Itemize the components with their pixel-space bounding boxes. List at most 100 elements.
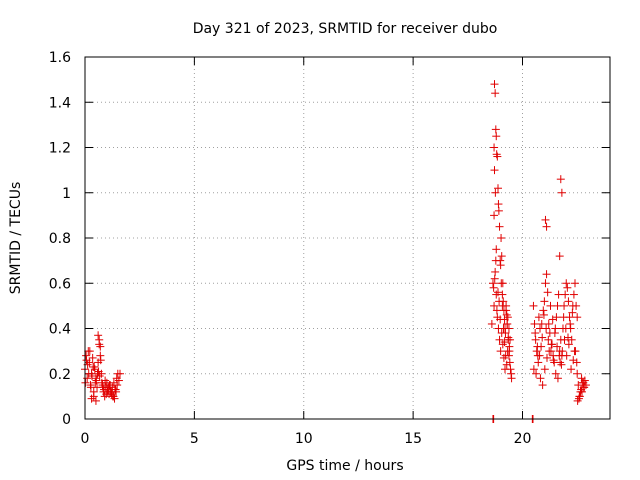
y-tick-label: 1.6 bbox=[49, 50, 71, 66]
data-point bbox=[539, 310, 548, 319]
data-point bbox=[495, 222, 504, 231]
tick-labels: 0 0.2 0.4 0.6 0.8 1 1.2 1.4 1.6 0 5 10 15 20 bbox=[49, 50, 532, 447]
data-point bbox=[91, 396, 100, 405]
data-point bbox=[89, 362, 98, 371]
data-point bbox=[546, 301, 555, 310]
data-point bbox=[529, 365, 538, 374]
data-point bbox=[116, 369, 124, 378]
data-point bbox=[488, 279, 497, 288]
data-point bbox=[537, 319, 546, 328]
data-point bbox=[534, 358, 543, 367]
data-point bbox=[501, 351, 510, 360]
data-point bbox=[489, 283, 498, 292]
data-point bbox=[492, 132, 501, 141]
data-point bbox=[494, 288, 502, 297]
data-point bbox=[502, 306, 511, 315]
data-point bbox=[551, 369, 560, 378]
data-point bbox=[85, 347, 94, 356]
y-tick-label: 1 bbox=[62, 186, 71, 202]
data-point bbox=[561, 290, 570, 299]
data-point bbox=[570, 347, 579, 356]
data-point bbox=[539, 306, 548, 315]
data-point bbox=[564, 340, 573, 349]
data-point bbox=[535, 351, 544, 360]
data-point bbox=[557, 360, 566, 369]
data-point bbox=[550, 329, 559, 338]
data-point bbox=[573, 369, 582, 378]
data-point bbox=[490, 80, 499, 89]
grid-lines bbox=[85, 57, 610, 419]
data-point bbox=[545, 347, 554, 356]
data-point bbox=[94, 331, 103, 340]
data-point bbox=[100, 385, 109, 394]
data-point bbox=[506, 335, 515, 344]
data-point bbox=[577, 385, 586, 394]
data-point bbox=[533, 342, 542, 351]
data-point bbox=[505, 347, 514, 356]
data-point bbox=[532, 347, 541, 356]
data-point bbox=[572, 358, 581, 367]
data-point bbox=[102, 390, 111, 399]
data-point bbox=[84, 369, 93, 378]
data-point bbox=[501, 365, 509, 374]
data-point bbox=[574, 394, 583, 403]
data-point bbox=[490, 143, 499, 152]
y-axis-title: SRMTID / TECUs bbox=[8, 182, 24, 295]
data-point bbox=[553, 374, 562, 383]
data-point bbox=[529, 301, 538, 310]
data-point bbox=[575, 392, 584, 401]
data-point bbox=[555, 351, 564, 360]
data-point bbox=[494, 206, 503, 215]
data-point bbox=[497, 234, 506, 242]
data-point bbox=[87, 394, 96, 403]
data-point bbox=[490, 166, 499, 175]
x-tick-label: 20 bbox=[514, 431, 532, 447]
data-point bbox=[491, 125, 500, 134]
data-point bbox=[487, 319, 496, 328]
data-point bbox=[491, 89, 500, 98]
data-point bbox=[534, 313, 543, 322]
data-point bbox=[538, 381, 547, 390]
data-point bbox=[567, 365, 576, 374]
data-point bbox=[544, 335, 553, 344]
data-point bbox=[536, 374, 545, 383]
x-tick-label: 15 bbox=[404, 431, 422, 447]
data-point bbox=[490, 301, 499, 310]
data-point bbox=[563, 283, 572, 292]
chart-title: Day 321 of 2023, SRMTID for receiver dub… bbox=[193, 21, 498, 37]
data-point bbox=[496, 347, 505, 356]
data-point bbox=[540, 365, 549, 374]
x-tick-label: 0 bbox=[81, 431, 90, 447]
data-point bbox=[89, 392, 98, 401]
data-point bbox=[497, 279, 506, 288]
data-point bbox=[491, 188, 500, 197]
data-point bbox=[104, 383, 113, 392]
data-point bbox=[531, 329, 540, 338]
data-point bbox=[494, 200, 503, 209]
data-point bbox=[492, 245, 501, 254]
data-point bbox=[86, 383, 95, 392]
data-point bbox=[566, 319, 575, 328]
data-point bbox=[543, 353, 551, 362]
data-point bbox=[502, 360, 511, 369]
data-point bbox=[495, 335, 504, 344]
data-point bbox=[543, 288, 552, 297]
data-point bbox=[579, 378, 588, 387]
data-point bbox=[532, 369, 541, 378]
data-point bbox=[562, 279, 571, 288]
data-point bbox=[555, 252, 564, 261]
data-point bbox=[559, 313, 568, 322]
plot-frame bbox=[84, 56, 611, 420]
data-point bbox=[530, 319, 539, 328]
data-point bbox=[571, 279, 579, 288]
data-point bbox=[561, 324, 570, 333]
data-point bbox=[564, 297, 573, 306]
data-point bbox=[572, 301, 581, 310]
y-tick-label: 1.2 bbox=[49, 141, 71, 157]
x-axis-title: GPS time / hours bbox=[286, 458, 403, 474]
data-point bbox=[498, 301, 507, 310]
data-point bbox=[493, 152, 502, 161]
y-tick-label: 0.4 bbox=[49, 322, 71, 338]
data-point bbox=[114, 376, 123, 385]
